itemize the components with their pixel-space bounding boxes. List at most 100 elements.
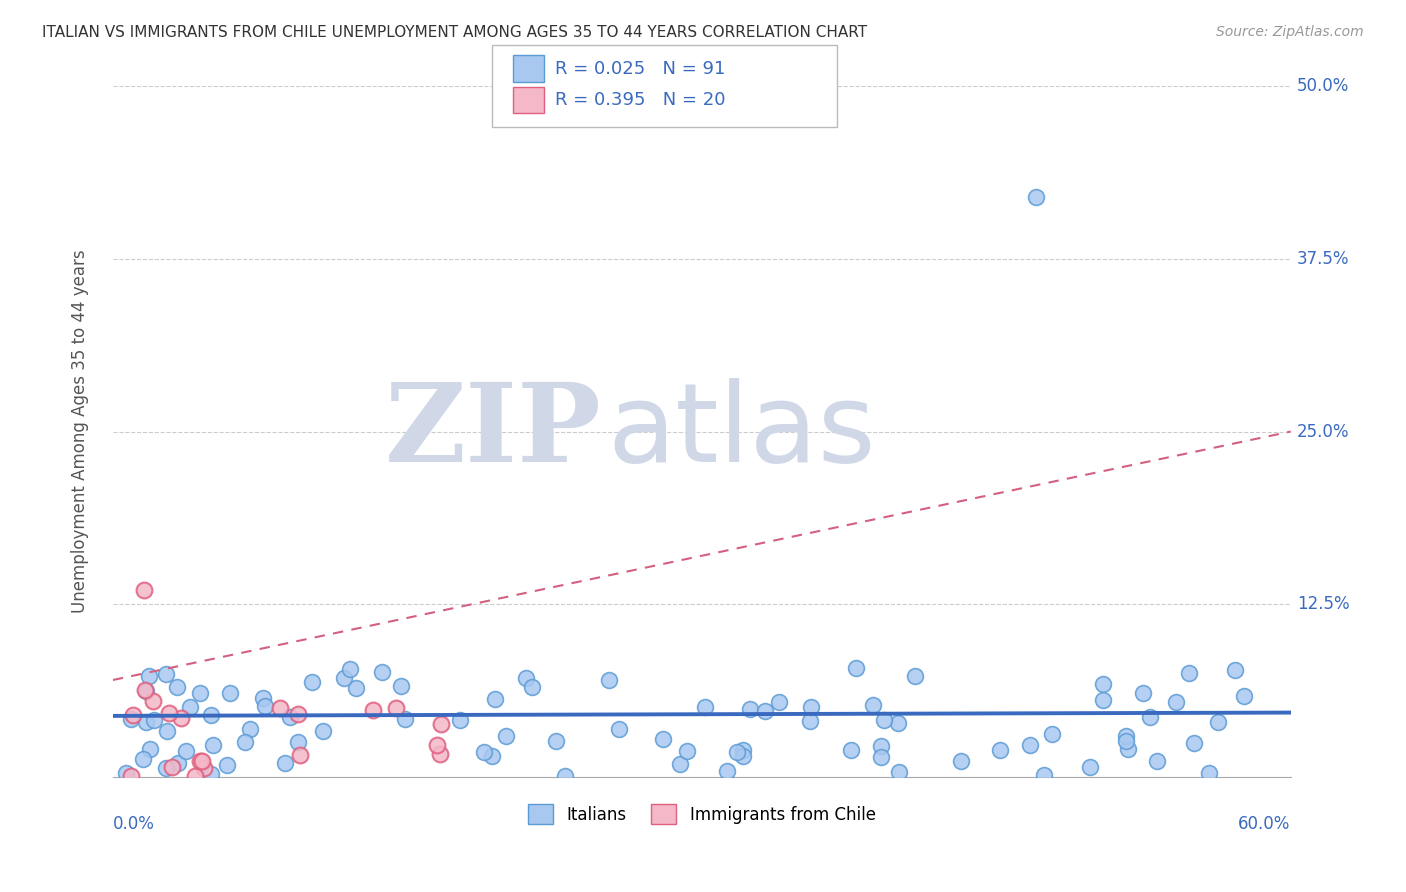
Point — [544, 734, 567, 748]
Point — [361, 703, 384, 717]
Point — [1146, 754, 1168, 768]
Point — [142, 714, 165, 728]
Point — [429, 747, 451, 761]
Point — [862, 698, 884, 713]
Y-axis label: Unemployment Among Ages 35 to 44 years: Unemployment Among Ages 35 to 44 years — [72, 250, 89, 614]
Text: atlas: atlas — [607, 378, 876, 485]
Point — [1091, 693, 1114, 707]
Point — [191, 754, 214, 768]
Point — [754, 705, 776, 719]
Text: 25.0%: 25.0% — [1296, 423, 1350, 441]
Point — [156, 724, 179, 739]
Point — [278, 710, 301, 724]
Point — [339, 662, 361, 676]
Point — [311, 723, 333, 738]
Point — [768, 695, 790, 709]
Point — [219, 685, 242, 699]
Point — [1115, 729, 1137, 743]
Point — [873, 713, 896, 727]
Point — [651, 732, 673, 747]
Point — [344, 681, 367, 695]
Point — [731, 749, 754, 764]
Point — [170, 711, 193, 725]
Point — [522, 681, 544, 695]
Point — [607, 723, 630, 737]
Point — [394, 712, 416, 726]
Point — [385, 701, 408, 715]
Point — [668, 757, 690, 772]
Point — [274, 756, 297, 771]
Point — [184, 769, 207, 783]
Point — [166, 681, 188, 695]
Point — [135, 684, 157, 698]
Point — [554, 769, 576, 783]
Point — [484, 692, 506, 706]
Point — [1223, 664, 1246, 678]
Point — [1025, 190, 1047, 204]
Point — [1091, 677, 1114, 691]
Point — [1116, 741, 1139, 756]
Point — [179, 699, 201, 714]
Point — [988, 743, 1011, 757]
Point — [155, 761, 177, 775]
Point — [252, 690, 274, 705]
Point — [332, 671, 354, 685]
Point — [132, 583, 155, 598]
Text: 50.0%: 50.0% — [1296, 78, 1348, 95]
Point — [200, 767, 222, 781]
Point — [472, 745, 495, 759]
Point — [693, 699, 716, 714]
Point — [301, 674, 323, 689]
Point — [481, 749, 503, 764]
Point — [716, 764, 738, 778]
Text: R = 0.395   N = 20: R = 0.395 N = 20 — [555, 91, 725, 109]
Point — [869, 750, 891, 764]
Text: Source: ZipAtlas.com: Source: ZipAtlas.com — [1216, 25, 1364, 39]
Point — [1033, 768, 1056, 782]
Point — [887, 765, 910, 780]
Point — [800, 699, 823, 714]
Point — [233, 735, 256, 749]
Point — [120, 712, 142, 726]
Point — [142, 694, 165, 708]
Point — [201, 738, 224, 752]
Point — [200, 707, 222, 722]
Point — [391, 679, 413, 693]
Point — [135, 715, 157, 730]
Point — [1139, 710, 1161, 724]
Point — [426, 738, 449, 752]
Point — [1132, 685, 1154, 699]
Point — [370, 665, 392, 680]
Point — [138, 742, 160, 756]
Point — [950, 755, 973, 769]
Point — [799, 714, 821, 728]
Point — [1078, 759, 1101, 773]
Point — [287, 734, 309, 748]
Point — [1019, 738, 1042, 752]
Point — [239, 723, 262, 737]
Text: 37.5%: 37.5% — [1296, 250, 1350, 268]
Point — [1182, 736, 1205, 750]
Point — [132, 752, 155, 766]
Point — [887, 715, 910, 730]
Point — [515, 671, 537, 685]
Point — [731, 743, 754, 757]
Point — [159, 706, 181, 720]
Point — [188, 754, 211, 768]
Text: ZIP: ZIP — [385, 378, 602, 485]
Legend: Italians, Immigrants from Chile: Italians, Immigrants from Chile — [522, 797, 883, 830]
Point — [114, 766, 136, 780]
Point — [1178, 666, 1201, 681]
Point — [287, 706, 309, 721]
Point — [1233, 690, 1256, 704]
Point — [254, 699, 277, 714]
Point — [155, 667, 177, 681]
Point — [495, 730, 517, 744]
Point — [160, 760, 183, 774]
Point — [725, 745, 748, 759]
Point — [740, 702, 762, 716]
Point — [1166, 695, 1188, 709]
Point — [134, 682, 156, 697]
Point — [1206, 714, 1229, 729]
Point — [1040, 727, 1063, 741]
